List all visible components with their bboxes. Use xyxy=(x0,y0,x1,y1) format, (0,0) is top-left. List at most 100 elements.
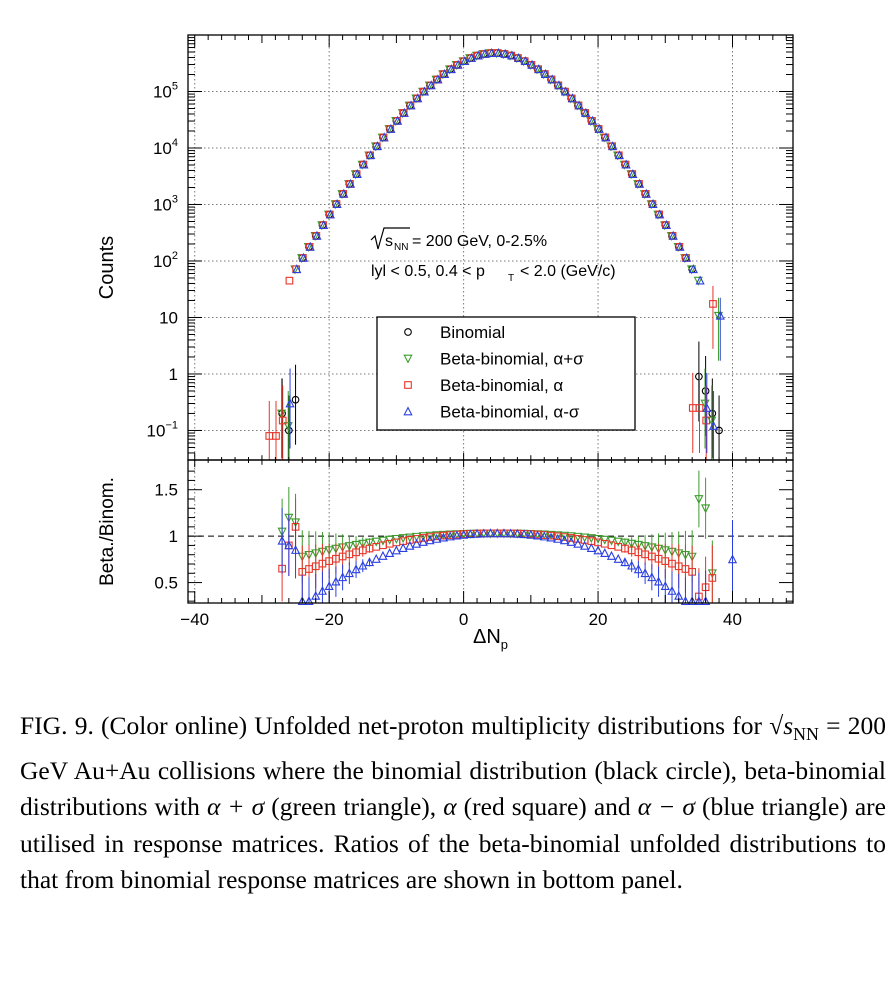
data-point-alpha-minus-sigma xyxy=(682,252,692,262)
data-point-alpha-plus-sigma xyxy=(694,495,704,505)
data-point-alpha-minus-sigma xyxy=(499,528,509,538)
legend-label: Binomial xyxy=(440,323,505,342)
data-point-alpha-minus-sigma xyxy=(403,406,413,416)
y-tick-label: 10 xyxy=(159,308,178,327)
data-point-alpha-plus-sigma xyxy=(364,538,375,548)
data-point-alpha-minus-sigma xyxy=(559,535,570,545)
data-point-alpha-plus-sigma xyxy=(559,531,570,541)
data-point-alpha-minus-sigma xyxy=(305,241,315,251)
data-point-alpha-minus-sigma xyxy=(485,528,496,538)
data-point-alpha-plus-sigma xyxy=(405,533,415,543)
data-point-alpha xyxy=(695,404,704,412)
data-point-alpha-minus-sigma xyxy=(413,93,423,103)
data-point-alpha-minus-sigma xyxy=(641,188,651,198)
data-point-alpha-minus-sigma xyxy=(317,585,328,595)
x-axis-title: ΔNp xyxy=(473,626,508,652)
data-point-binomial xyxy=(701,387,710,395)
data-point-alpha-minus-sigma xyxy=(606,550,617,560)
data-point-alpha xyxy=(702,416,711,425)
data-point-alpha-minus-sigma xyxy=(500,48,510,58)
data-point-alpha-minus-sigma xyxy=(372,141,383,151)
data-point-alpha-minus-sigma xyxy=(297,596,307,605)
data-point-alpha-minus-sigma xyxy=(574,100,584,110)
y-tick-label-ratio: 0.5 xyxy=(154,574,178,593)
data-point-alpha-minus-sigma xyxy=(487,48,497,57)
data-point-alpha-minus-sigma xyxy=(359,159,369,169)
data-point-alpha-plus-sigma xyxy=(580,533,590,543)
data-point-alpha-minus-sigma xyxy=(460,56,470,66)
data-point-alpha-plus-sigma xyxy=(701,504,711,514)
data-point-alpha-minus-sigma xyxy=(621,159,631,169)
data-point-alpha-minus-sigma xyxy=(479,528,489,538)
figure-caption: FIG. 9. (Color online) Unfolded net-prot… xyxy=(20,711,886,895)
data-point-alpha-minus-sigma xyxy=(520,56,530,66)
svg-text:lyl < 0.5, 0.4 < p: lyl < 0.5, 0.4 < p xyxy=(371,263,485,280)
data-point-alpha-minus-sigma xyxy=(513,52,524,62)
data-point-alpha-minus-sigma xyxy=(425,535,435,545)
data-point-alpha-minus-sigma xyxy=(600,548,610,557)
data-point-alpha-minus-sigma xyxy=(640,568,650,578)
y-tick-label: 103 xyxy=(153,193,178,214)
data-point-alpha-minus-sigma xyxy=(661,220,672,229)
data-point-alpha-minus-sigma xyxy=(385,548,395,557)
y-axis-title-ratio: Beta./Binom. xyxy=(97,477,118,586)
data-point-binomial xyxy=(404,328,412,336)
data-point-alpha-minus-sigma xyxy=(339,188,349,198)
data-point-alpha-plus-sigma xyxy=(378,536,388,546)
data-point-alpha-minus-sigma xyxy=(601,132,611,142)
data-point-binomial xyxy=(695,372,703,381)
bottom-panel-frame xyxy=(187,459,794,604)
data-point-alpha-minus-sigma xyxy=(466,52,477,62)
data-point-alpha-minus-sigma xyxy=(586,543,596,552)
data-point-alpha xyxy=(285,276,294,285)
svg-text:T: T xyxy=(508,273,514,284)
data-point-alpha-minus-sigma xyxy=(526,529,536,539)
data-point-alpha-minus-sigma xyxy=(594,123,604,133)
data-point-alpha-minus-sigma xyxy=(695,275,705,285)
chart-figure: −40 −20 0 20 40 10−1 1 10 102 103 104 105 0.5 1 1.5 ΔNp… xyxy=(96,34,794,652)
data-point-alpha-plus-sigma xyxy=(693,276,703,286)
data-point-alpha xyxy=(278,416,287,425)
data-point-alpha-minus-sigma xyxy=(445,531,455,541)
data-point-alpha-minus-sigma xyxy=(277,535,287,545)
x-tick-label: 0 xyxy=(459,610,468,629)
svg-text:< 2.0 (GeV/c): < 2.0 (GeV/c) xyxy=(520,263,616,280)
data-point-alpha-plus-sigma xyxy=(445,530,455,540)
data-point-alpha-minus-sigma xyxy=(386,123,396,133)
data-point-alpha-minus-sigma xyxy=(298,252,309,262)
data-point-alpha-minus-sigma xyxy=(378,550,388,560)
data-point-alpha-minus-sigma xyxy=(352,169,362,178)
data-point-alpha-minus-sigma xyxy=(561,86,571,96)
data-point-alpha-plus-sigma xyxy=(358,539,368,549)
data-point-alpha-minus-sigma xyxy=(453,59,463,69)
data-point-alpha-minus-sigma xyxy=(438,532,449,542)
data-point-alpha-minus-sigma xyxy=(519,529,529,539)
data-point-alpha-minus-sigma xyxy=(527,59,537,69)
data-point-alpha-minus-sigma xyxy=(331,576,341,586)
y-tick-label: 105 xyxy=(153,80,178,101)
data-point-alpha-minus-sigma xyxy=(290,544,301,554)
data-point-alpha-minus-sigma xyxy=(655,209,665,219)
data-point-alpha-plus-sigma xyxy=(539,530,549,540)
data-point-alpha-minus-sigma xyxy=(418,536,428,546)
data-point-alpha-minus-sigma xyxy=(546,532,556,542)
data-point-alpha xyxy=(709,300,717,308)
data-point-alpha xyxy=(272,432,280,440)
data-point-alpha-minus-sigma xyxy=(653,576,664,586)
y-tick-label: 1 xyxy=(169,365,178,384)
data-point-alpha-minus-sigma xyxy=(440,68,450,78)
data-point-alpha-plus-sigma xyxy=(606,536,617,546)
data-point-alpha-minus-sigma xyxy=(620,557,630,567)
energy-annotation: s NN = 200 GeV, 0-2.5% xyxy=(370,227,547,253)
y-tick-label: 10−1 xyxy=(147,419,178,440)
y-tick-label-ratio: 1 xyxy=(169,527,178,546)
y-axis-title: Counts xyxy=(96,236,118,299)
data-point-binomial xyxy=(291,395,300,404)
data-point-alpha xyxy=(708,574,717,582)
data-point-binomial xyxy=(715,426,723,435)
data-point-alpha-minus-sigma xyxy=(506,528,516,538)
data-point-alpha-minus-sigma xyxy=(566,536,576,546)
data-point-alpha-minus-sigma xyxy=(432,533,442,543)
x-tick-label: 40 xyxy=(723,610,742,629)
data-point-alpha-minus-sigma xyxy=(553,533,563,543)
